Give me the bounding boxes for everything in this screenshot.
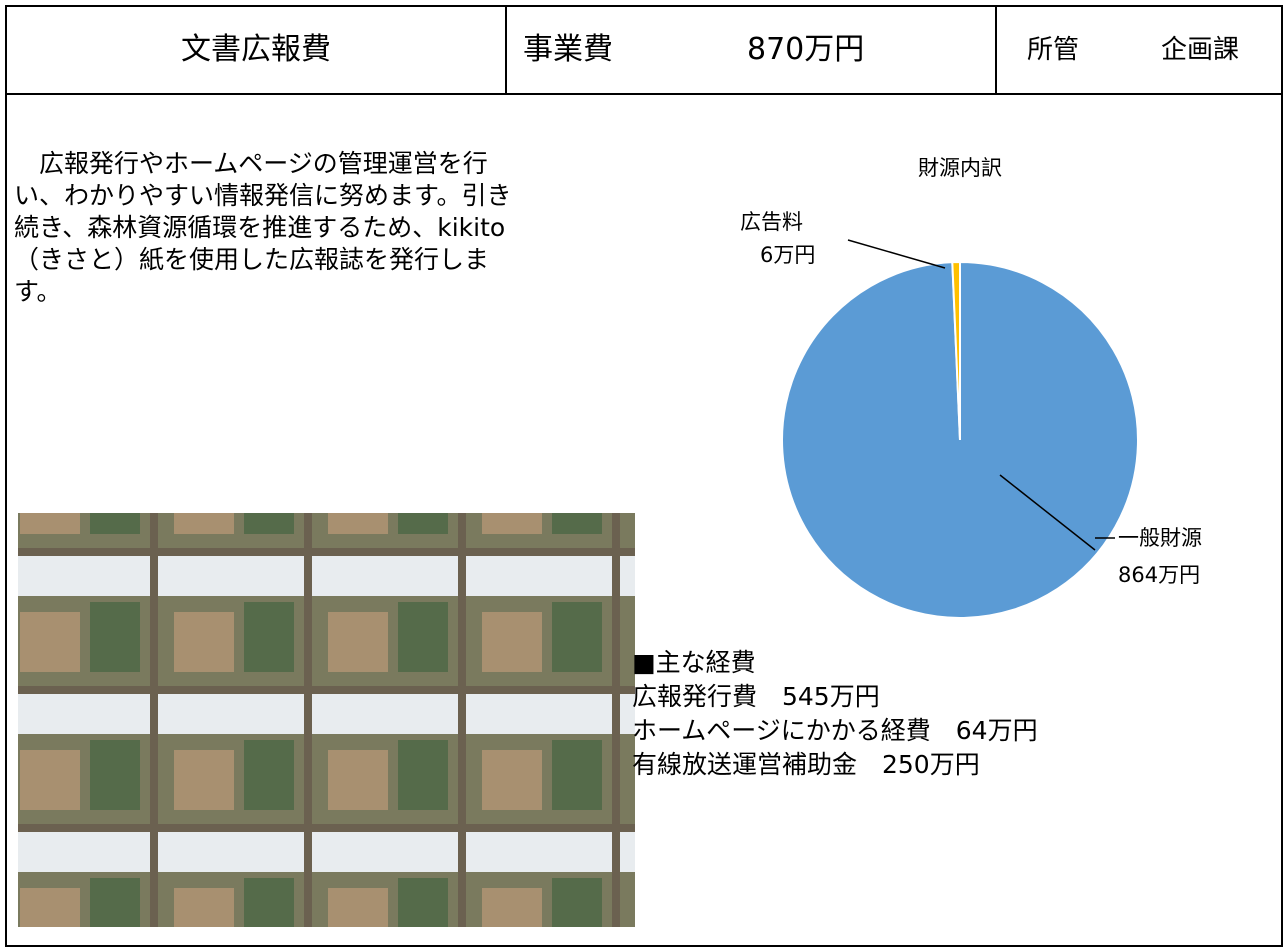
dept-label: 所管 — [1027, 35, 1080, 65]
expense-item: 有線放送運営補助金 250万円 — [632, 750, 980, 779]
leader-line — [847, 239, 946, 269]
pie-slice — [951, 260, 961, 441]
expenses-heading: ■主な経費 — [632, 648, 756, 677]
leader-line — [999, 474, 1096, 551]
description-line: い、わかりやすい情報発信に努めます。引き — [14, 181, 512, 210]
title: 文書広報費 — [181, 32, 331, 67]
description-line: 続き、森林資源循環を推進するため、kikito — [14, 213, 506, 242]
cost-label: 事業費 — [523, 32, 613, 67]
sheet: 文書広報費 事業費 870万円 所管 企画課 — [5, 5, 1283, 947]
photo — [18, 513, 635, 927]
description-line: す。 — [14, 277, 62, 306]
expenses: ■主な経費広報発行費 545万円ホームページにかかる経費 64万円 有線放送運営補… — [632, 646, 1038, 782]
dept: 企画課 — [1161, 35, 1240, 65]
pie — [781, 260, 1139, 619]
dept-cell: 所管 企画課 — [997, 7, 1281, 93]
title-cell: 文書広報費 — [7, 7, 507, 93]
expense-item: 広報発行費 545万円 — [632, 682, 880, 711]
slice-value-label: 864万円 — [1118, 563, 1200, 587]
slice-label: 広告料 — [740, 210, 803, 234]
description: 広報発行やホームページの管理運営を行 い、わかりやすい情報発信に努めます。引き 続き… — [14, 148, 512, 308]
cost-cell: 事業費 870万円 — [507, 7, 997, 93]
expense-item: ホームページにかかる経費 64万円 — [632, 716, 1038, 745]
description-line: 広報発行やホームページの管理運営を行 — [14, 149, 488, 178]
chart-title: 財源内訳 — [918, 156, 1002, 180]
slice-value-label: 6万円 — [760, 243, 815, 267]
divider — [7, 93, 1281, 95]
cost: 870万円 — [747, 32, 865, 67]
slice-label: 一般財源 — [1118, 526, 1202, 550]
description-line: （きさと）紙を使用した広報誌を発行しま — [14, 245, 490, 274]
